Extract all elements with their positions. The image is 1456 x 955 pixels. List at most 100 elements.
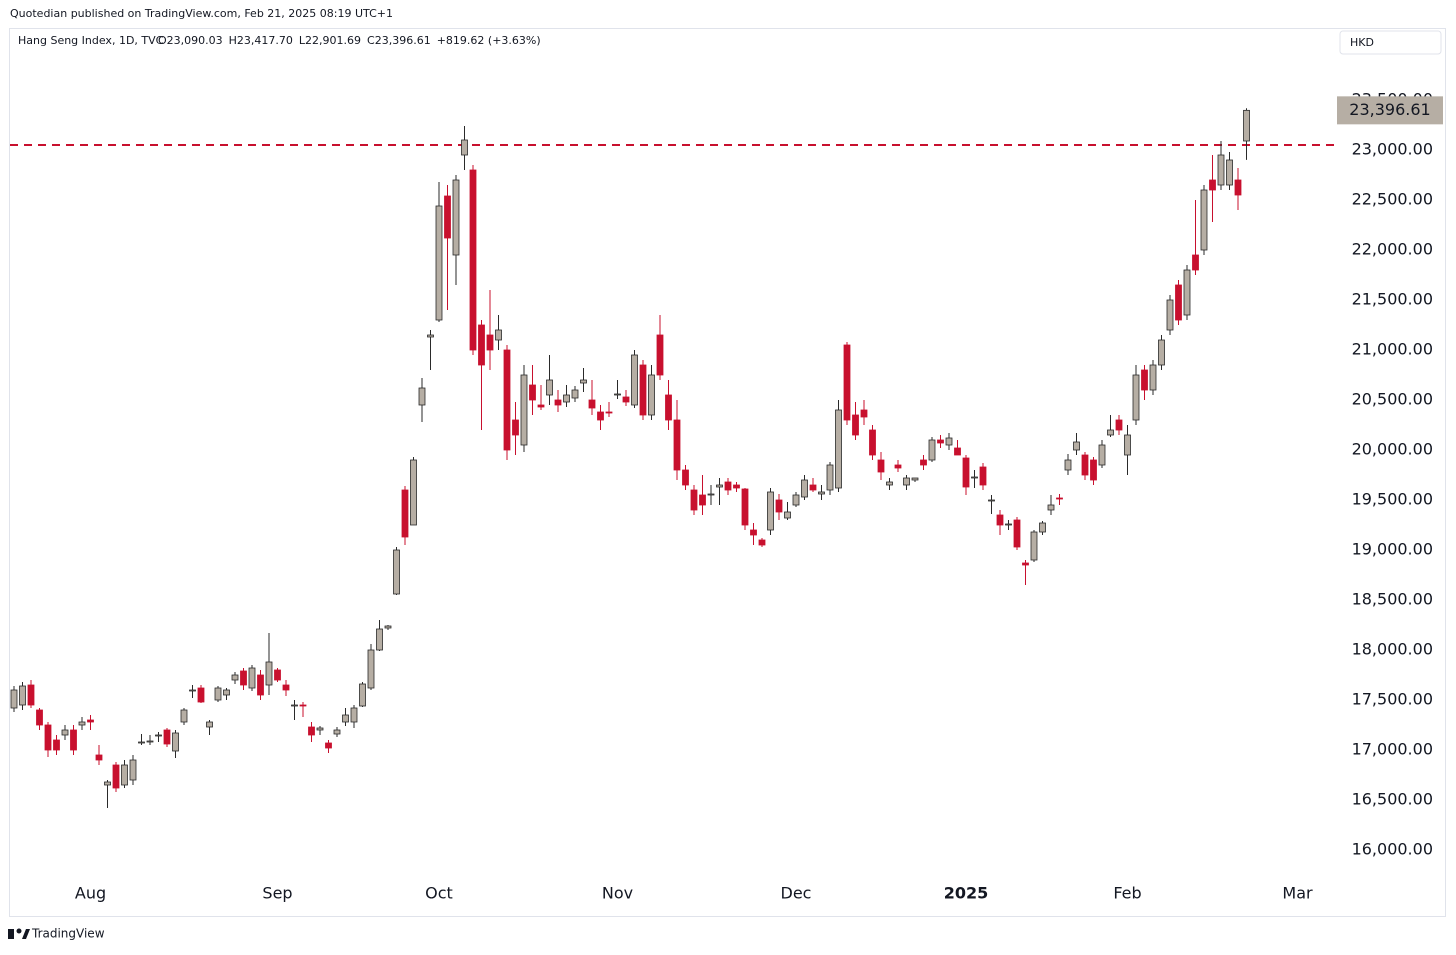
candle-body	[10, 689, 18, 709]
candle-body	[716, 484, 723, 488]
candle-body	[605, 411, 613, 414]
candle-body	[452, 179, 460, 256]
candle-body	[316, 727, 324, 731]
candle-body	[1039, 522, 1046, 533]
candle-body	[70, 729, 77, 751]
candle-body	[656, 334, 664, 376]
candle-body	[546, 379, 553, 396]
candle-body	[1175, 284, 1182, 321]
y-tick-label: 22,500.00	[1352, 190, 1433, 209]
candle-body	[1064, 459, 1072, 471]
candle-body	[1115, 419, 1123, 431]
y-tick-label: 17,000.00	[1352, 740, 1433, 759]
candle-body	[19, 685, 26, 706]
legend-value: L22,901.69	[299, 34, 361, 47]
candle-body	[427, 334, 434, 338]
candle-body	[928, 439, 936, 461]
x-tick-label: Aug	[75, 884, 106, 903]
candle-body	[418, 387, 426, 406]
candle-body	[775, 499, 783, 513]
frame	[9, 28, 1446, 917]
candle-body	[486, 334, 494, 351]
candle-body	[1217, 154, 1225, 186]
y-tick-label: 19,000.00	[1352, 540, 1433, 559]
candle-body	[699, 494, 706, 506]
candle-body	[1005, 523, 1012, 526]
candle-body	[1047, 504, 1055, 511]
candle-body	[1022, 562, 1029, 566]
price-tag-label: 23,396.61	[1349, 100, 1430, 119]
logo	[8, 928, 30, 939]
candle-body	[325, 742, 332, 749]
candle-body	[333, 729, 341, 735]
candle-body	[121, 764, 128, 786]
candle-body	[860, 409, 868, 418]
x-tick-label: Feb	[1113, 884, 1141, 903]
candle-body	[350, 707, 358, 723]
y-tick-label: 16,000.00	[1352, 840, 1433, 859]
candle-body	[1141, 369, 1148, 391]
y-tick-label: 23,000.00	[1352, 140, 1433, 159]
candle-body	[1234, 179, 1242, 196]
candle-body	[571, 389, 579, 399]
candle-body	[1183, 269, 1191, 316]
candle-body	[1107, 429, 1114, 436]
candle-body	[435, 205, 443, 321]
candle-body	[1166, 299, 1174, 331]
candle-body	[53, 739, 60, 751]
candle-body	[1132, 374, 1140, 421]
candle-body	[36, 709, 43, 726]
candle-body	[639, 364, 647, 416]
candle-body	[1158, 339, 1165, 366]
candle-body	[733, 484, 740, 489]
candle-body	[189, 689, 196, 692]
candle-body	[367, 649, 375, 689]
candle-body	[291, 704, 298, 707]
candle-body	[104, 781, 111, 786]
y-tick-label: 20,500.00	[1352, 390, 1433, 409]
y-tick-label: 21,500.00	[1352, 290, 1433, 309]
candle-body	[61, 729, 69, 736]
candle-body	[945, 437, 953, 446]
candle-body	[206, 721, 213, 728]
candle-body	[240, 670, 247, 686]
candle-body	[971, 476, 978, 479]
candle-body	[741, 488, 749, 526]
candle-body	[563, 394, 570, 403]
candle-body	[146, 740, 154, 743]
y-tick-label: 17,500.00	[1352, 690, 1433, 709]
candle-body	[529, 384, 536, 401]
candle-body	[792, 494, 800, 506]
candle-body	[503, 349, 511, 451]
candle-body	[138, 741, 145, 744]
price-tag	[1337, 96, 1443, 125]
candle-body	[588, 399, 596, 409]
symbol: Hang Seng Index, 1D, TVC	[18, 34, 164, 47]
candle-body	[1030, 531, 1038, 561]
legend-value: O23,090.03	[158, 34, 223, 47]
candle-body	[622, 396, 630, 403]
candle-body	[665, 394, 672, 421]
candle-body	[27, 684, 35, 706]
candle-body	[1149, 364, 1157, 391]
y-tick-label: 18,500.00	[1352, 590, 1433, 609]
candle-body	[172, 732, 179, 752]
candle-body	[265, 661, 273, 686]
x-tick-label: Mar	[1282, 884, 1313, 903]
candle-body	[461, 139, 468, 156]
candle-body	[1090, 459, 1097, 481]
candle-body	[401, 489, 409, 538]
legend-value: H23,417.70	[229, 34, 293, 47]
candle-body	[818, 491, 825, 495]
candle-body	[877, 459, 885, 473]
candle-body	[214, 687, 222, 701]
currency-box[interactable]	[1339, 30, 1442, 55]
candle-body	[1200, 189, 1208, 251]
candle-body	[1192, 254, 1199, 271]
candle-body	[996, 514, 1004, 526]
candle-body	[1081, 454, 1089, 476]
candle-body	[954, 447, 961, 456]
ohlc-legend: O23,090.03 H23,417.70 L22,901.69 C23,396.61…	[158, 34, 541, 47]
x-tick-label: 2025	[944, 884, 989, 903]
candle-body	[342, 714, 349, 723]
